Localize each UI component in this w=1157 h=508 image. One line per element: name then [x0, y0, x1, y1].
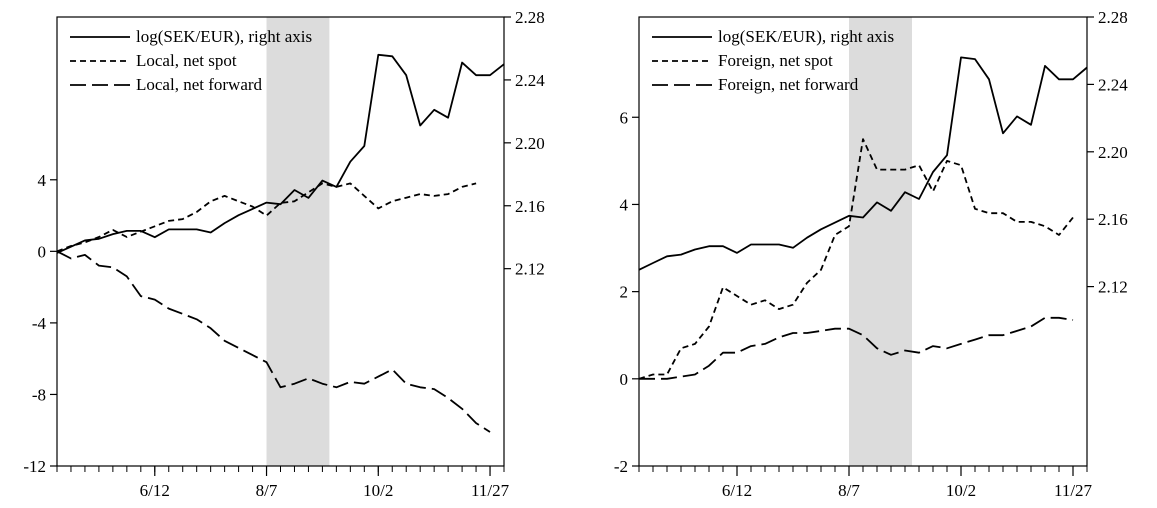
- x-axis-tick-label: 8/7: [256, 481, 278, 500]
- legend-entry: Local, net spot: [136, 51, 237, 70]
- x-axis-tick-label: 8/7: [838, 481, 860, 500]
- legend-entry: Foreign, net spot: [718, 51, 833, 70]
- series-line-2: [56, 250, 491, 433]
- right-axis-tick-label: 2.20: [515, 134, 545, 153]
- right-axis-tick-label: 2.16: [515, 197, 545, 216]
- legend-entry: Foreign, net forward: [718, 75, 859, 94]
- x-axis-tick-label: 11/27: [471, 481, 510, 500]
- series-line-0: [56, 53, 505, 254]
- panel-local: -12 -8 -4 0 4 2.12 2.16 2.20 2.24 2.28 6/12 8/7 10/2…: [23, 8, 545, 500]
- x-axis-tick-label: 11/27: [1054, 481, 1093, 500]
- right-axis-tick-label: 2.12: [1098, 278, 1128, 297]
- legend-entry: log(SEK/EUR), right axis: [136, 27, 312, 46]
- left-axis-tick-label: 6: [620, 108, 629, 127]
- x-axis-tick-label: 6/12: [722, 481, 752, 500]
- series-line-1: [56, 182, 477, 253]
- left-axis-tick-label: -12: [23, 457, 46, 476]
- series-line-2: [639, 316, 1074, 380]
- series-line-1: [638, 138, 1074, 380]
- right-axis-tick-label: 2.12: [515, 260, 545, 279]
- left-axis-tick-label: 0: [620, 370, 629, 389]
- shaded-region: [849, 17, 912, 466]
- left-axis-tick-label: -8: [32, 385, 46, 404]
- right-axis-tick-label: 2.20: [1098, 143, 1128, 162]
- shaded-region: [266, 17, 330, 466]
- left-axis-tick-label: 0: [38, 242, 47, 261]
- right-axis-tick-label: 2.24: [515, 71, 545, 90]
- left-axis-tick-label: 4: [38, 171, 47, 190]
- right-axis-tick-label: 2.16: [1098, 210, 1128, 229]
- left-axis-tick-label: 2: [620, 283, 629, 302]
- right-axis-tick-label: 2.24: [1098, 75, 1128, 94]
- x-axis-tick-label: 10/2: [946, 481, 976, 500]
- left-axis-tick-label: 4: [620, 195, 629, 214]
- legend-entry: Local, net forward: [136, 75, 263, 94]
- legend-entry: log(SEK/EUR), right axis: [718, 27, 894, 46]
- right-axis-tick-label: 2.28: [515, 8, 545, 27]
- x-axis-tick-label: 10/2: [363, 481, 393, 500]
- left-axis-tick-label: -4: [32, 314, 47, 333]
- right-axis-tick-label: 2.28: [1098, 8, 1128, 27]
- x-axis-tick-label: 6/12: [140, 481, 170, 500]
- series-line-0: [638, 56, 1088, 271]
- left-axis-tick-label: -2: [614, 457, 628, 476]
- panel-foreign: -2 0 2 4 6 2.12 2.16 2.20 2.24 2.28 6/12 8/7 10/2 11/…: [614, 8, 1128, 500]
